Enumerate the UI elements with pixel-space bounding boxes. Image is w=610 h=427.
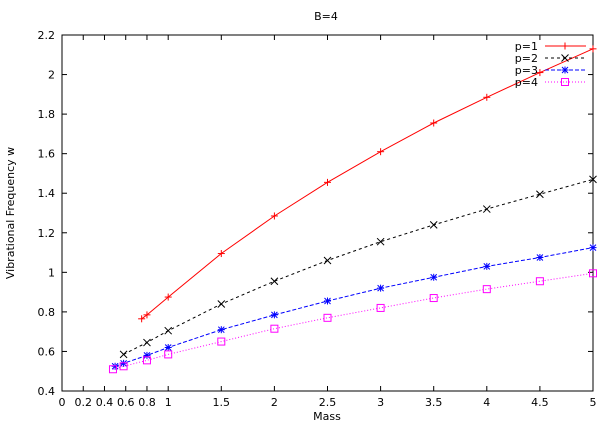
y-tick-label: 1.4	[38, 187, 56, 200]
x-tick-label: 2.5	[319, 396, 337, 409]
data-point	[164, 343, 172, 351]
data-point	[164, 326, 173, 335]
y-tick-label: 1.6	[38, 148, 56, 161]
data-point	[535, 277, 544, 286]
data-point	[119, 362, 128, 371]
data-point	[164, 293, 172, 301]
data-point	[143, 338, 151, 347]
data-point	[429, 221, 438, 229]
series-4	[108, 269, 597, 374]
series-1	[138, 45, 597, 323]
x-tick-label: 5	[590, 396, 597, 409]
series-2	[119, 175, 597, 359]
y-tick-label: 2	[48, 69, 55, 82]
data-point	[589, 244, 597, 252]
data-point	[377, 148, 385, 156]
y-tick-label: 0.6	[38, 345, 56, 358]
x-tick-label: 1	[165, 396, 172, 409]
legend-entry: p=3	[515, 64, 586, 77]
data-point	[377, 284, 385, 292]
data-point	[324, 178, 331, 186]
legend-marker	[561, 66, 569, 74]
data-point	[143, 311, 151, 319]
legend-marker	[561, 78, 569, 86]
data-point	[108, 365, 117, 374]
data-point	[536, 69, 544, 77]
legend-label: p=2	[515, 52, 538, 65]
plot-frame	[61, 34, 594, 392]
series-line	[112, 272, 594, 370]
data-point	[142, 356, 151, 365]
data-point	[589, 45, 597, 53]
data-point	[376, 237, 385, 246]
legend-entry: p=4	[515, 76, 586, 89]
x-tick-label: 3	[377, 396, 384, 409]
legend-marker	[561, 54, 569, 62]
data-point	[483, 93, 491, 101]
data-point	[217, 337, 226, 346]
data-point	[270, 324, 279, 333]
data-point	[429, 294, 438, 303]
data-point	[482, 285, 491, 294]
data-point	[589, 269, 597, 278]
x-tick-label: 4	[483, 396, 490, 409]
series-line	[123, 178, 594, 355]
legend-label: p=3	[515, 64, 538, 77]
y-tick-label: 1.8	[38, 108, 56, 121]
data-point	[111, 362, 119, 370]
legend-entry: p=1	[515, 40, 586, 53]
legend-label: p=4	[515, 76, 538, 89]
x-tick-label: 0.2	[74, 396, 92, 409]
data-point	[217, 250, 225, 258]
y-tick-label: 1.2	[38, 227, 56, 240]
x-tick-label: 4.5	[531, 396, 549, 409]
legend-entry: p=2	[515, 52, 586, 65]
x-tick-label: 1.5	[213, 396, 231, 409]
x-tick-label: 0.8	[138, 396, 156, 409]
data-point	[323, 256, 332, 265]
data-point	[270, 212, 278, 220]
x-tick-label: 0.4	[96, 396, 114, 409]
data-point	[164, 350, 173, 359]
data-point	[482, 205, 491, 213]
series-line	[114, 247, 594, 367]
series-3	[111, 244, 597, 370]
data-point	[483, 262, 491, 270]
data-point	[143, 351, 151, 359]
y-tick-label: 0.4	[38, 385, 56, 398]
data-point	[138, 315, 146, 323]
y-tick-label: 1	[48, 266, 55, 279]
y-tick-label: 2.2	[38, 29, 56, 42]
data-point	[217, 326, 225, 334]
data-point	[430, 119, 438, 127]
y-axis-label: Vibrational Frequency w	[4, 147, 17, 279]
legend-marker	[561, 42, 569, 50]
y-tick-label: 0.8	[38, 306, 56, 319]
data-point	[536, 190, 544, 199]
data-point	[270, 311, 278, 319]
data-point	[324, 297, 331, 305]
legend-label: p=1	[515, 40, 538, 53]
data-point	[589, 175, 597, 184]
data-point	[217, 300, 226, 308]
x-tick-label: 0.6	[117, 396, 135, 409]
x-tick-label: 2	[271, 396, 278, 409]
x-tick-label: 3.5	[425, 396, 443, 409]
data-point	[376, 303, 385, 312]
data-point	[120, 359, 128, 367]
data-point	[536, 254, 544, 261]
x-axis-label: Mass	[313, 410, 341, 423]
series-line	[141, 48, 594, 320]
data-point	[270, 277, 279, 286]
data-point	[430, 273, 438, 281]
data-point	[119, 350, 128, 359]
chart-title: B=4	[314, 10, 338, 23]
x-tick-label: 0	[59, 396, 66, 409]
data-point	[323, 313, 332, 322]
